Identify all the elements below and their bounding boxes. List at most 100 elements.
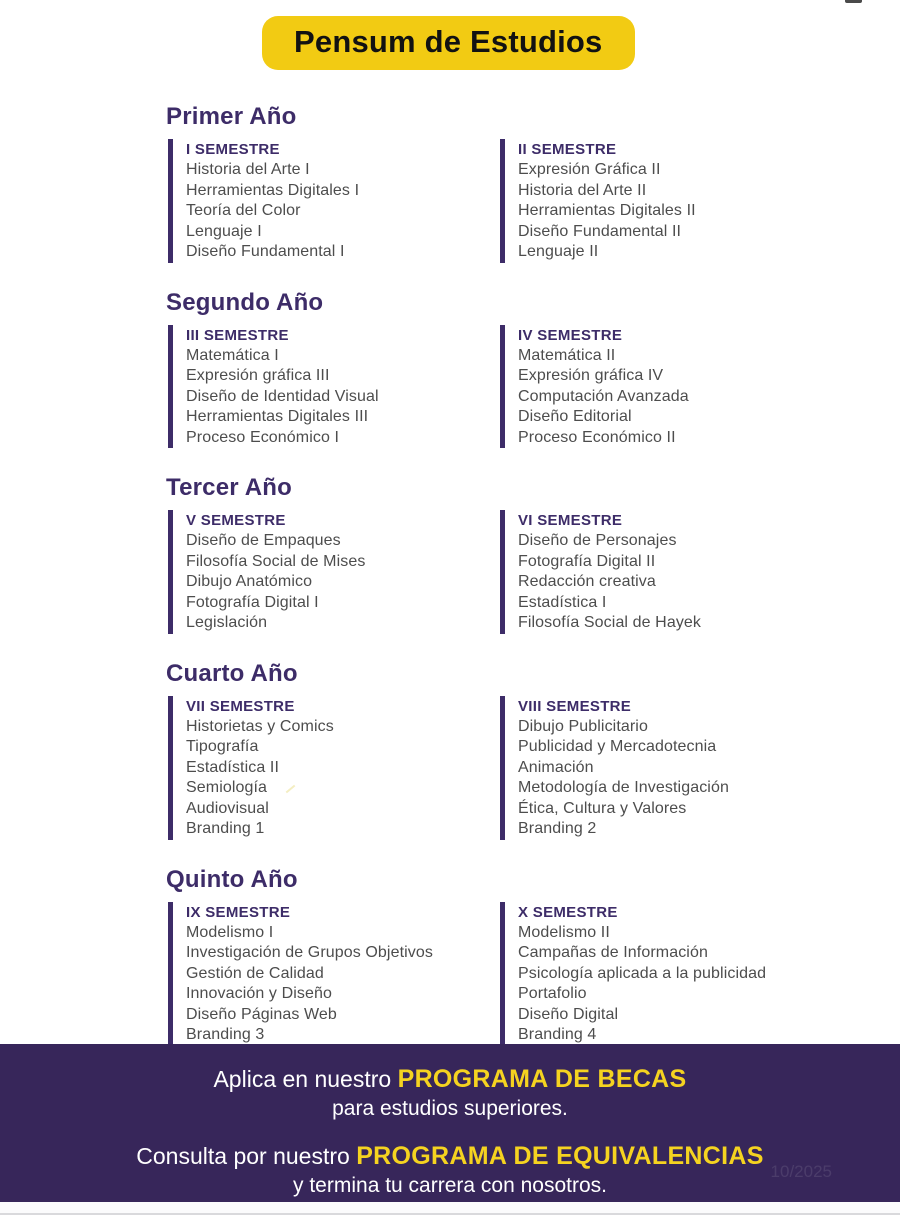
- footer-line-becas: Aplica en nuestro PROGRAMA DE BECAS: [0, 1066, 900, 1096]
- course-item: Ética, Cultura y Valores: [518, 799, 687, 817]
- course-item: Herramientas Digitales III: [186, 408, 369, 425]
- course-list: Historia del Arte I Herramientas Digital…: [186, 160, 500, 263]
- course-item: Publicidad y Mercadotecnia: [518, 738, 717, 755]
- course-item: Branding 4: [518, 1026, 597, 1043]
- semester-block: II SEMESTRE Expresión Gráfica II Histori…: [500, 139, 840, 263]
- course-item: Campañas de Información: [518, 944, 708, 961]
- course-item: Matemática II: [518, 346, 616, 364]
- year-columns: V SEMESTRE Diseño de Empaques Filosofía …: [168, 510, 840, 634]
- year-section: Cuarto Año VII SEMESTRE Historietas y Co…: [166, 660, 840, 840]
- page-edge-artifact: [845, 0, 862, 3]
- course-item: Proceso Económico I: [186, 428, 340, 446]
- course-item: Filosofía Social de Mises: [186, 552, 366, 570]
- course-item: Herramientas Digitales I: [186, 181, 360, 199]
- course-item: Estadística II: [186, 758, 279, 776]
- semester-title: VIII SEMESTRE: [518, 697, 632, 715]
- course-item: Expresión gráfica III: [186, 367, 330, 384]
- course-item: Dibujo Publicitario: [518, 717, 648, 735]
- course-item: Branding 1: [186, 820, 265, 837]
- year-section: Segundo Año III SEMESTRE Matemática I Ex…: [166, 288, 840, 449]
- course-item: Animación: [518, 758, 594, 776]
- course-item: Innovación y Diseño: [186, 985, 332, 1002]
- semester-title: IX SEMESTRE: [186, 903, 291, 921]
- course-item: Expresión gráfica IV: [518, 367, 664, 384]
- course-item: Tipografía: [186, 738, 259, 755]
- year-title: Segundo Año: [166, 288, 324, 316]
- course-item: Branding 2: [518, 820, 597, 837]
- course-item: Herramientas Digitales II: [518, 202, 696, 219]
- title-badge-wrap: Pensum de Estudios: [262, 16, 840, 70]
- year-title: Primer Año: [166, 103, 297, 130]
- footer-banner: Aplica en nuestro PROGRAMA DE BECAS para…: [0, 1044, 900, 1202]
- year-columns: I SEMESTRE Historia del Arte I Herramien…: [168, 139, 840, 263]
- semester-title: III SEMESTRE: [186, 326, 289, 344]
- course-list: Historietas y Comics Tipografía Estadíst…: [186, 717, 500, 840]
- course-item: Expresión Gráfica II: [518, 161, 661, 178]
- course-list: Diseño de Empaques Filosofía Social de M…: [186, 531, 500, 634]
- course-item: Modelismo II: [518, 923, 610, 941]
- semester-title: VI SEMESTRE: [518, 512, 623, 529]
- year-title: Tercer Año: [166, 474, 293, 501]
- course-item: Legislación: [186, 614, 268, 631]
- semester-block: VI SEMESTRE Diseño de Personajes Fotogra…: [500, 510, 840, 634]
- course-item: Diseño Fundamental II: [518, 222, 682, 240]
- footer-line-equivalencias: Consulta por nuestro PROGRAMA DE EQUIVAL…: [0, 1143, 900, 1173]
- course-item: Branding 3: [186, 1026, 265, 1043]
- course-item: Lenguaje I: [186, 222, 262, 240]
- footer-becas-subtext: para estudios superiores.: [332, 1097, 568, 1120]
- course-item: Psicología aplicada a la publicidad: [518, 964, 767, 982]
- semester-block: IX SEMESTRE Modelismo I Investigación de…: [168, 901, 500, 1046]
- course-item: Historietas y Comics: [186, 717, 334, 735]
- course-list: Dibujo Publicitario Publicidad y Mercado…: [518, 717, 840, 840]
- page-bottom-edge: [0, 1202, 900, 1215]
- semester-title: II SEMESTRE: [518, 141, 617, 158]
- course-item: Teoría del Color: [186, 202, 301, 219]
- course-item: Proceso Económico II: [518, 428, 676, 446]
- year-section: Primer Año I SEMESTRE Historia del Arte …: [166, 103, 840, 263]
- course-item: Dibujo Anatómico: [186, 573, 313, 590]
- course-list: Modelismo II Campañas de Información Psi…: [518, 923, 840, 1046]
- course-item: Gestión de Calidad: [186, 964, 324, 982]
- course-item: Diseño Digital: [518, 1005, 619, 1023]
- course-list: Matemática I Expresión gráfica III Diseñ…: [186, 346, 500, 449]
- course-item: Historia del Arte II: [518, 181, 647, 199]
- course-list: Expresión Gráfica II Historia del Arte I…: [518, 160, 840, 263]
- semester-block: IV SEMESTRE Matemática II Expresión gráf…: [500, 324, 840, 448]
- years-list: Primer Año I SEMESTRE Historia del Arte …: [166, 103, 840, 1046]
- course-item: Fotografía Digital I: [186, 593, 319, 611]
- semester-block: V SEMESTRE Diseño de Empaques Filosofía …: [168, 510, 500, 634]
- semester-title: IV SEMESTRE: [518, 326, 623, 344]
- course-item: Audiovisual: [186, 799, 269, 817]
- course-item: Metodología de Investigación: [518, 779, 729, 796]
- course-item: Diseño de Empaques: [186, 532, 341, 549]
- semester-title: VII SEMESTRE: [186, 697, 295, 715]
- semester-block: VII SEMESTRE Historietas y Comics Tipogr…: [168, 695, 500, 840]
- footer-equivalencias-highlight: PROGRAMA DE EQUIVALENCIAS: [356, 1142, 764, 1170]
- curriculum-document: Pensum de Estudios Primer Año I SEMESTRE…: [166, 16, 840, 1046]
- footer-becas-prefix: Aplica en nuestro: [213, 1066, 398, 1092]
- course-item: Fotografía Digital II: [518, 552, 656, 570]
- footer-becas-highlight: PROGRAMA DE BECAS: [397, 1065, 687, 1093]
- course-item: Modelismo I: [186, 923, 274, 941]
- course-item: Redacción creativa: [518, 573, 656, 590]
- semester-block: I SEMESTRE Historia del Arte I Herramien…: [168, 139, 500, 263]
- semester-title: V SEMESTRE: [186, 512, 286, 529]
- year-section: Quinto Año IX SEMESTRE Modelismo I Inves…: [166, 866, 840, 1046]
- course-list: Diseño de Personajes Fotografía Digital …: [518, 531, 840, 634]
- course-item: Matemática I: [186, 346, 279, 364]
- course-item: Portafolio: [518, 985, 587, 1002]
- date-watermark: 10/2025: [770, 1162, 832, 1181]
- course-item: Estadística I: [518, 593, 607, 611]
- course-item: Investigación de Grupos Objetivos: [186, 944, 433, 961]
- year-columns: VII SEMESTRE Historietas y Comics Tipogr…: [168, 695, 840, 840]
- semester-title: I SEMESTRE: [186, 141, 280, 158]
- course-item: Diseño de Identidad Visual: [186, 387, 379, 405]
- course-item: Lenguaje II: [518, 243, 599, 260]
- course-item: Historia del Arte I: [186, 161, 310, 178]
- course-item: Diseño Páginas Web: [186, 1005, 337, 1023]
- year-title: Quinto Año: [166, 865, 298, 893]
- semester-block: III SEMESTRE Matemática I Expresión gráf…: [168, 324, 500, 449]
- year-columns: III SEMESTRE Matemática I Expresión gráf…: [168, 324, 840, 449]
- footer-equivalencias-subtext: y termina tu carrera con nosotros.: [293, 1174, 607, 1197]
- course-item: Diseño Editorial: [518, 408, 632, 425]
